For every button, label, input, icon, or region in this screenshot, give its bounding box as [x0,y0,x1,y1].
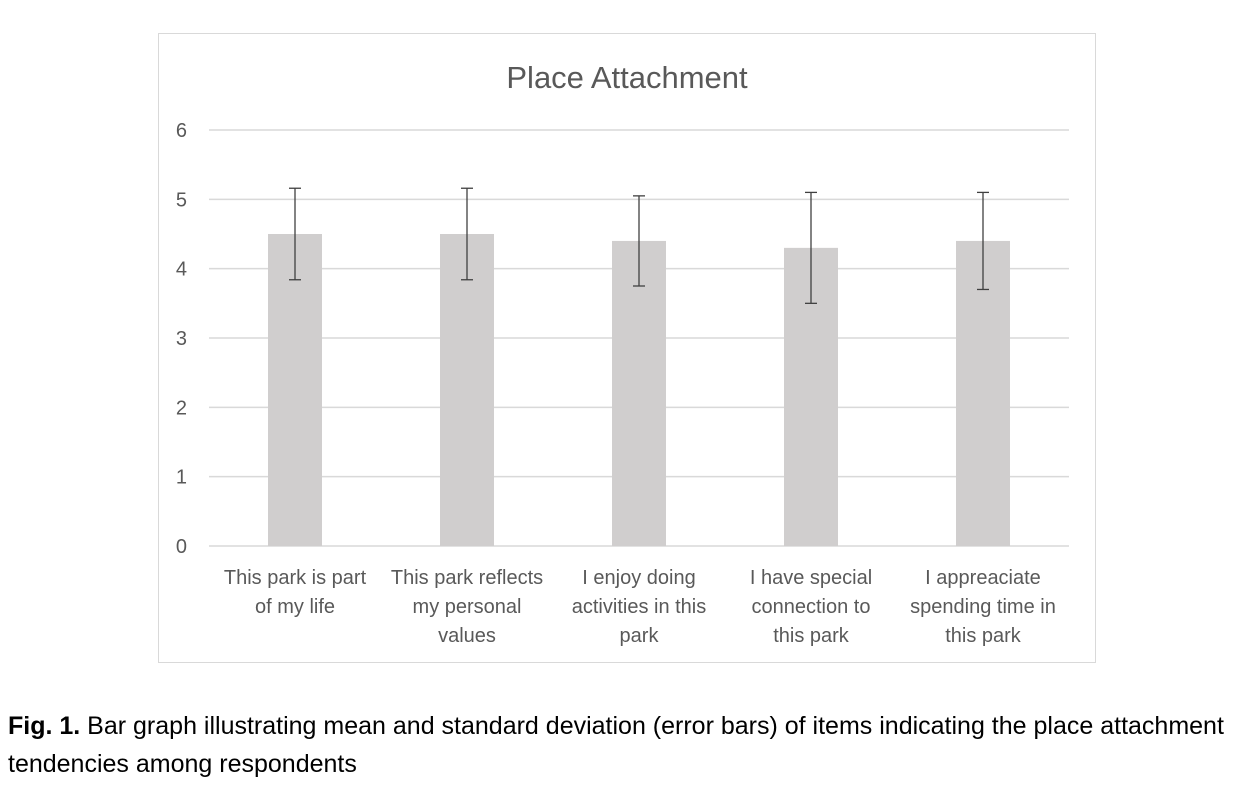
bar [956,240,1010,546]
figure-caption: Fig. 1. Bar graph illustrating mean and … [8,707,1240,783]
y-tick-label: 1 [176,467,187,489]
bar-chart: Place Attachment 0 1 2 3 4 5 6 This park is part… [176,60,1069,647]
y-tick-label: 0 [176,536,187,558]
x-tick-label: I appreaciate spending time in this park [910,567,1056,647]
x-tick-label: I have special connection to this park [750,567,872,647]
bar [268,234,322,546]
chart-title: Place Attachment [506,60,748,95]
figure-label: Fig. 1. [8,712,81,740]
chart-frame: Place Attachment 0 1 2 3 4 5 6 This park is part… [158,33,1096,663]
y-tick-label: 4 [176,259,187,281]
x-tick-label: This park is part of my life [224,567,367,618]
x-tick-label: This park reflects my personal values [391,567,543,647]
y-tick-label: 2 [176,397,187,419]
y-tick-label: 5 [176,189,187,211]
figure-caption-text: Bar graph illustrating mean and standard… [8,712,1224,778]
y-tick-label: 3 [176,328,187,350]
x-tick-label: I enjoy doing activities in this park [572,567,707,647]
bar [612,240,666,546]
y-tick-label: 6 [176,120,187,142]
bar [440,234,494,546]
